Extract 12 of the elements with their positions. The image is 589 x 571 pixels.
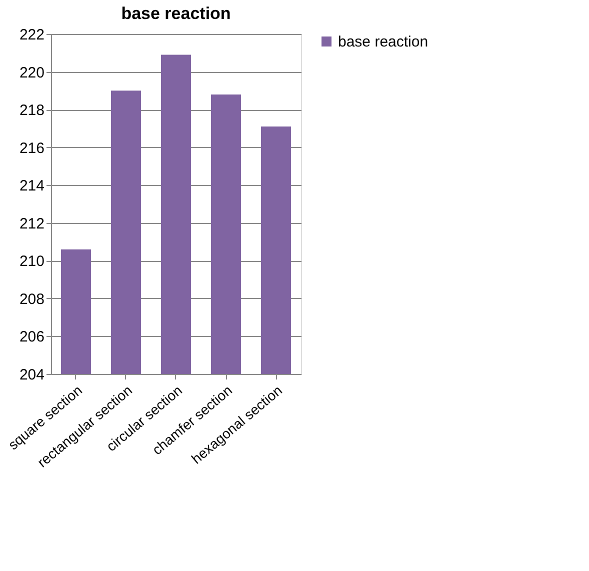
legend-label: base reaction bbox=[338, 34, 428, 50]
y-tick-label: 218 bbox=[19, 102, 44, 120]
y-tick-label: 216 bbox=[19, 140, 44, 157]
y-tick-label: 220 bbox=[19, 64, 44, 82]
y-tick-label: 206 bbox=[19, 328, 44, 346]
chart-title: base reaction bbox=[121, 4, 231, 23]
y-tick-label: 214 bbox=[19, 178, 44, 195]
y-tick-label: 208 bbox=[19, 290, 44, 308]
y-tick-label: 204 bbox=[19, 366, 44, 384]
y-tick-label: 212 bbox=[19, 215, 44, 232]
y-tick-label: 222 bbox=[19, 26, 44, 44]
y-tick-label: 210 bbox=[19, 253, 44, 270]
